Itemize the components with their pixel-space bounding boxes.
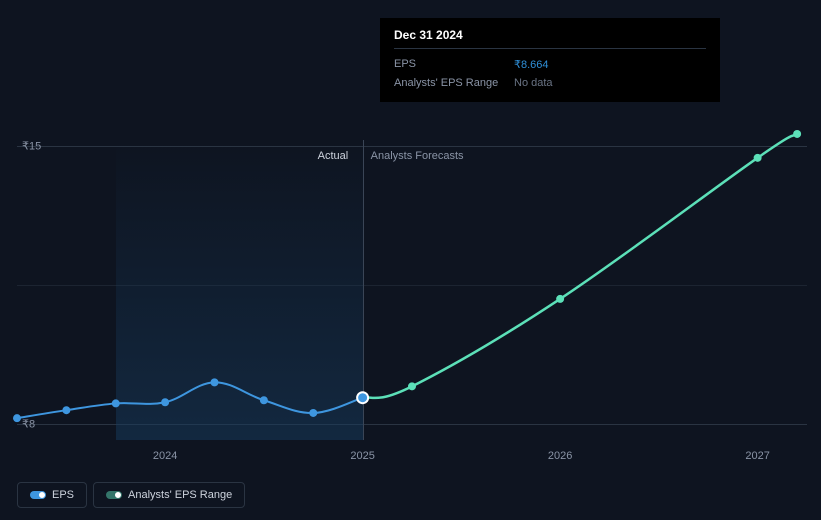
legend-label-range: Analysts' EPS Range: [128, 489, 232, 501]
legend-swatch-eps: [30, 491, 44, 499]
tooltip-eps-value: ₹8.664: [514, 58, 549, 71]
tooltip-range-key: Analysts' EPS Range: [394, 77, 514, 89]
chart-tooltip: Dec 31 2024 EPS ₹8.664 Analysts' EPS Ran…: [380, 18, 720, 102]
x-axis-label: 2027: [745, 450, 769, 462]
tooltip-title: Dec 31 2024: [394, 28, 706, 49]
tooltip-eps-key: EPS: [394, 58, 514, 71]
legend-label-eps: EPS: [52, 489, 74, 501]
legend-item-eps[interactable]: EPS: [17, 482, 87, 508]
x-axis-label: 2026: [548, 450, 572, 462]
chart-legend: EPS Analysts' EPS Range: [17, 482, 245, 508]
x-axis-label: 2025: [350, 450, 374, 462]
legend-swatch-range: [106, 491, 120, 499]
tooltip-range-value: No data: [514, 77, 553, 89]
legend-item-range[interactable]: Analysts' EPS Range: [93, 482, 245, 508]
x-axis-label: 2024: [153, 450, 177, 462]
